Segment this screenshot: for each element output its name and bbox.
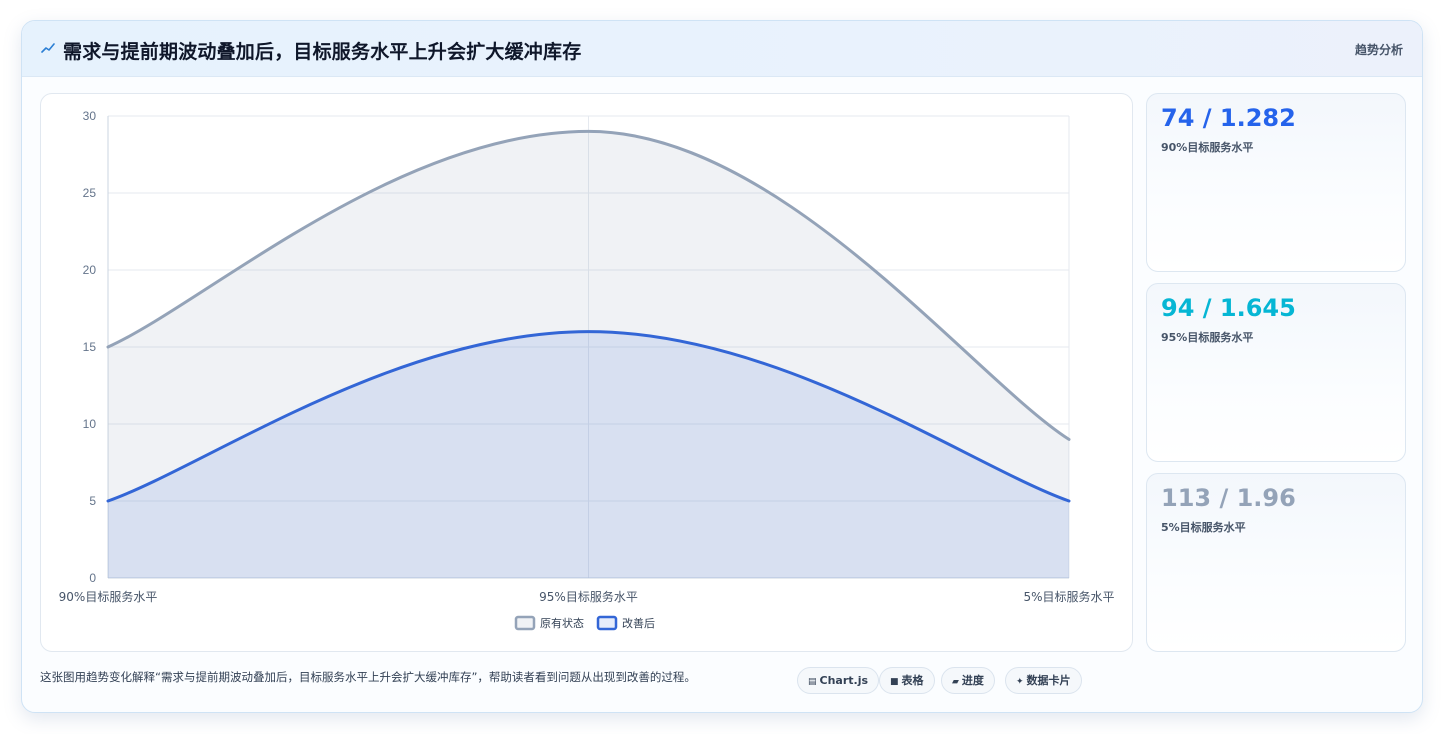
pill-table[interactable]: ■ 表格 bbox=[879, 667, 935, 694]
series-area-1 bbox=[108, 331, 1069, 578]
stat-value: 94 / 1.645 bbox=[1161, 294, 1296, 322]
stat-value: 113 / 1.96 bbox=[1161, 484, 1296, 512]
stat-label: 90%目标服务水平 bbox=[1161, 141, 1254, 154]
y-tick-label: 20 bbox=[83, 263, 97, 277]
y-tick-label: 30 bbox=[83, 109, 97, 123]
legend-swatch bbox=[514, 615, 536, 631]
pill-progress[interactable]: ▰ 进度 bbox=[941, 667, 995, 694]
stat-label: 95%目标服务水平 bbox=[1161, 331, 1254, 344]
chart-card: 需求与提前期波动叠加后，目标服务水平上升会扩大缓冲库存 趋势分析 0 5 10 15 2… bbox=[21, 20, 1423, 713]
series-line-0 bbox=[106, 129, 1071, 441]
pill-chartjs[interactable]: ▤ Chart.js bbox=[797, 667, 880, 694]
pill-data-card[interactable]: ✦ 数据卡片 bbox=[1005, 667, 1082, 694]
chart-icon: ▤ bbox=[808, 677, 817, 687]
legend-label: 原有状态 bbox=[540, 616, 584, 630]
card-header: 需求与提前期波动叠加后，目标服务水平上升会扩大缓冲库存 趋势分析 bbox=[22, 21, 1422, 77]
legend-label: 改善后 bbox=[622, 616, 655, 630]
y-tick-label: 10 bbox=[83, 417, 97, 431]
area-chart: 0 5 10 15 20 25 30 90%目标服务水平 95%目标服务水平 5%目标服务水平原有… bbox=[59, 109, 1115, 631]
progress-icon: ▰ bbox=[952, 677, 959, 687]
chart-panel: 0 5 10 15 20 25 30 90%目标服务水平 95%目标服务水平 5%目标服务水平原有… bbox=[40, 93, 1133, 652]
sparkle-icon: ✦ bbox=[1016, 677, 1024, 687]
stat-card-2: 94 / 1.645 95%目标服务水平 bbox=[1146, 283, 1406, 462]
y-tick-label: 15 bbox=[83, 340, 97, 354]
legend-swatch bbox=[596, 615, 618, 631]
table-icon: ■ bbox=[890, 677, 899, 687]
stat-card-1: 74 / 1.282 90%目标服务水平 bbox=[1146, 93, 1406, 272]
pill-label: 数据卡片 bbox=[1026, 674, 1071, 687]
page-title: 需求与提前期波动叠加后，目标服务水平上升会扩大缓冲库存 bbox=[63, 41, 582, 63]
y-tick-label: 0 bbox=[89, 571, 96, 585]
stat-value: 74 / 1.282 bbox=[1161, 104, 1296, 132]
pill-label: 表格 bbox=[901, 674, 924, 687]
stat-card-3: 113 / 1.96 5%目标服务水平 bbox=[1146, 473, 1406, 652]
y-tick-label: 25 bbox=[83, 186, 97, 200]
chart-description: 这张图用趋势变化解释“需求与提前期波动叠加后，目标服务水平上升会扩大缓冲库存”，… bbox=[40, 670, 696, 684]
x-tick-label: 5%目标服务水平 bbox=[1023, 589, 1114, 604]
stat-label: 5%目标服务水平 bbox=[1161, 521, 1246, 534]
pill-label: 进度 bbox=[961, 674, 984, 687]
series-area-0 bbox=[108, 131, 1069, 578]
pill-label: Chart.js bbox=[819, 674, 869, 687]
y-tick-label: 5 bbox=[89, 494, 96, 508]
trend-line-icon bbox=[41, 43, 55, 53]
x-tick-label: 90%目标服务水平 bbox=[59, 589, 158, 604]
x-tick-label: 95%目标服务水平 bbox=[539, 589, 638, 604]
category-tag: 趋势分析 bbox=[1354, 43, 1403, 57]
